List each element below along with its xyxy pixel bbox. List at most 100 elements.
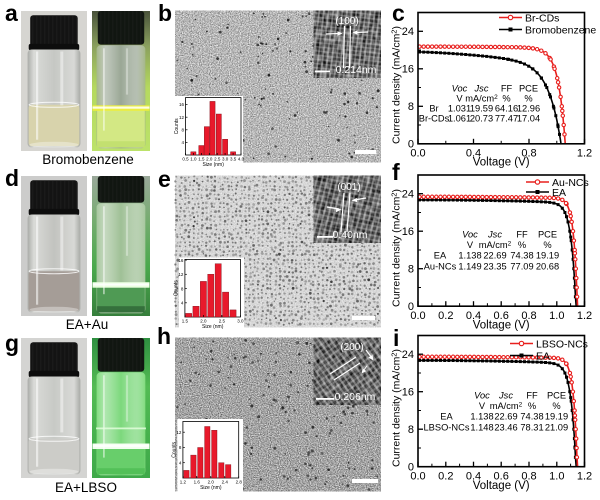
svg-text:EA+LBSO: EA+LBSO <box>55 480 117 495</box>
svg-text:EA+Au: EA+Au <box>66 317 108 332</box>
svg-text:16: 16 <box>402 387 414 399</box>
svg-text:8: 8 <box>408 424 414 436</box>
svg-text:17.04: 17.04 <box>517 114 540 124</box>
svg-text:PCE: PCE <box>519 84 538 94</box>
svg-text:78.31: 78.31 <box>520 423 543 433</box>
svg-text:a: a <box>5 0 18 26</box>
svg-text:0: 0 <box>408 301 414 313</box>
svg-text:12: 12 <box>178 272 184 277</box>
svg-text:2.5: 2.5 <box>219 319 226 324</box>
svg-text:1.5: 1.5 <box>198 157 205 162</box>
svg-text:%: % <box>502 94 510 104</box>
svg-text:16: 16 <box>402 64 414 76</box>
svg-text:(001): (001) <box>337 182 360 193</box>
svg-text:(100): (100) <box>335 16 358 27</box>
svg-text:2.4: 2.4 <box>222 480 229 485</box>
svg-text:1.149: 1.149 <box>458 262 481 272</box>
svg-text:Jsc: Jsc <box>498 391 513 401</box>
svg-text:FF: FF <box>526 391 538 401</box>
svg-text:23.35: 23.35 <box>483 262 506 272</box>
svg-text:Voltage (V): Voltage (V) <box>473 320 530 332</box>
svg-text:16: 16 <box>178 258 184 263</box>
svg-text:1.6: 1.6 <box>194 480 201 485</box>
svg-text:V: V <box>479 401 486 411</box>
svg-text:0.214nm: 0.214nm <box>336 64 377 76</box>
svg-text:1.2: 1.2 <box>180 480 187 485</box>
svg-text:22.69: 22.69 <box>483 251 506 261</box>
svg-text:Voc: Voc <box>452 84 468 94</box>
svg-text:d: d <box>5 165 19 191</box>
svg-text:FF: FF <box>516 230 528 240</box>
svg-text:Voc: Voc <box>462 230 478 240</box>
svg-text:LBSO-NCs: LBSO-NCs <box>424 423 470 433</box>
svg-text:16: 16 <box>179 102 185 107</box>
svg-text:8: 8 <box>408 264 414 276</box>
svg-text:c: c <box>392 0 405 26</box>
svg-text:19.19: 19.19 <box>536 251 559 261</box>
svg-text:mA/cm2: mA/cm2 <box>490 401 523 411</box>
svg-text:8: 8 <box>181 128 184 133</box>
svg-text:Current density (mA/cm2): Current density (mA/cm2) <box>390 26 403 144</box>
svg-text:f: f <box>392 159 400 185</box>
svg-text:mA/cm2: mA/cm2 <box>479 240 512 250</box>
svg-text:64.16: 64.16 <box>495 104 518 114</box>
svg-text:Jsc: Jsc <box>487 230 502 240</box>
svg-text:V: V <box>467 240 474 250</box>
svg-text:16: 16 <box>402 226 414 238</box>
svg-text:1.2: 1.2 <box>577 471 592 483</box>
svg-text:Voltage (V): Voltage (V) <box>473 157 530 169</box>
svg-text:Au-NCs: Au-NCs <box>424 262 457 272</box>
svg-text:Bromobenzene: Bromobenzene <box>42 152 134 167</box>
svg-text:0.8: 0.8 <box>521 310 536 322</box>
svg-text:0.2: 0.2 <box>438 310 453 322</box>
svg-text:%: % <box>518 240 526 250</box>
svg-text:77.09: 77.09 <box>510 262 533 272</box>
svg-text:22.69: 22.69 <box>494 412 517 422</box>
svg-text:0.2: 0.2 <box>438 471 453 483</box>
svg-text:FF: FF <box>501 84 513 94</box>
svg-text:2.5: 2.5 <box>214 157 221 162</box>
svg-text:Size (nm): Size (nm) <box>200 485 222 491</box>
svg-text:g: g <box>5 330 19 356</box>
svg-text:77.47: 77.47 <box>495 114 518 124</box>
svg-text:0.5: 0.5 <box>182 157 189 162</box>
svg-text:4: 4 <box>181 301 184 306</box>
svg-text:19.19: 19.19 <box>545 412 568 422</box>
svg-text:1.5: 1.5 <box>182 319 189 324</box>
svg-text:EA: EA <box>536 350 550 362</box>
svg-text:0.8: 0.8 <box>521 471 536 483</box>
svg-text:0.40nm: 0.40nm <box>332 229 367 241</box>
svg-text:1.0: 1.0 <box>190 157 197 162</box>
svg-text:i: i <box>393 325 399 351</box>
svg-text:1.061: 1.061 <box>448 114 471 124</box>
svg-text:0.0: 0.0 <box>410 471 425 483</box>
svg-text:1.2: 1.2 <box>577 148 592 160</box>
svg-text:74.38: 74.38 <box>510 251 533 261</box>
svg-text:23.46: 23.46 <box>494 423 517 433</box>
svg-text:Br-CDs: Br-CDs <box>419 114 450 124</box>
svg-text:0: 0 <box>408 462 414 474</box>
svg-text:0.6: 0.6 <box>494 471 509 483</box>
svg-text:Size (nm): Size (nm) <box>202 162 224 168</box>
svg-text:Voc: Voc <box>474 391 490 401</box>
svg-text:0.0: 0.0 <box>410 310 425 322</box>
svg-text:0.6: 0.6 <box>494 310 509 322</box>
svg-text:Size (nm): Size (nm) <box>202 324 224 330</box>
svg-text:2.8: 2.8 <box>236 480 243 485</box>
svg-text:24: 24 <box>402 26 414 38</box>
svg-text:0: 0 <box>408 139 414 151</box>
svg-text:Current density (mA/cm2): Current density (mA/cm2) <box>390 189 403 307</box>
svg-text:19.59: 19.59 <box>470 104 493 114</box>
svg-text:4: 4 <box>181 140 184 145</box>
svg-text:%: % <box>524 94 532 104</box>
svg-text:1.0: 1.0 <box>549 471 564 483</box>
svg-text:Bromobenzene: Bromobenzene <box>525 24 596 36</box>
svg-text:4: 4 <box>179 460 182 465</box>
svg-text:74.38: 74.38 <box>520 412 543 422</box>
svg-text:4.0: 4.0 <box>238 157 245 162</box>
svg-text:b: b <box>158 0 172 26</box>
svg-text:8: 8 <box>181 286 184 291</box>
svg-text:PCE: PCE <box>547 391 566 401</box>
svg-text:2.0: 2.0 <box>200 319 207 324</box>
svg-text:%: % <box>528 401 536 411</box>
